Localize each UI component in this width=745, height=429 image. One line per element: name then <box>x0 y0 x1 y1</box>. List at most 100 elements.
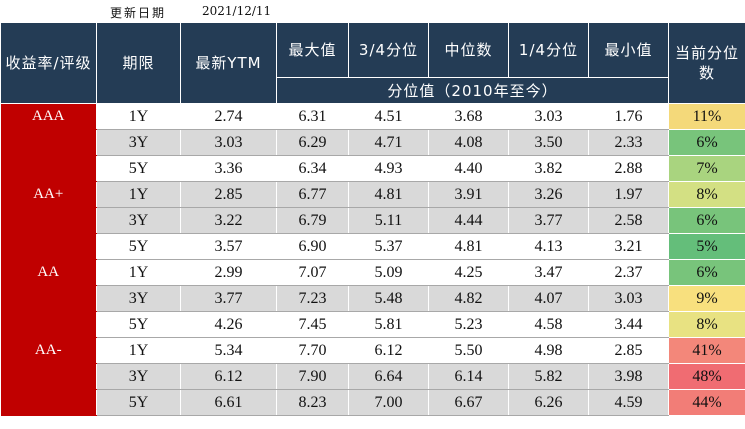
grade-cell <box>0 363 97 390</box>
header-current-percentile: 当前分位数 <box>668 22 745 104</box>
grade-cell <box>0 233 97 260</box>
q1-cell: 4.13 <box>508 233 589 260</box>
update-date-row: 更新日期 2021/12/11 <box>0 0 745 22</box>
max-cell: 6.79 <box>276 207 349 234</box>
table-row: AAA 1Y 2.74 6.31 4.51 3.68 3.03 1.76 11% <box>0 103 745 130</box>
min-cell: 1.76 <box>588 103 669 130</box>
grade-cell: AA- <box>0 337 97 364</box>
table-row: 5Y 6.61 8.23 7.00 6.67 6.26 4.59 44% <box>0 389 745 416</box>
term-cell: 5Y <box>96 233 181 260</box>
min-cell: 2.85 <box>588 337 669 364</box>
header-grade: 收益率/评级 <box>0 22 97 104</box>
median-cell: 3.91 <box>428 181 509 208</box>
header-term: 期限 <box>96 22 181 104</box>
term-cell: 5Y <box>96 311 181 338</box>
current-percentile-cell: 48% <box>668 363 745 390</box>
max-cell: 6.77 <box>276 181 349 208</box>
max-cell: 6.34 <box>276 155 349 182</box>
header-percentile-group: 分位值（2010年至今） <box>276 77 669 104</box>
header-q3: 3/4分位 <box>348 22 429 78</box>
table-body: AAA 1Y 2.74 6.31 4.51 3.68 3.03 1.76 11% 3Y 3.03 6.… <box>0 103 745 416</box>
update-date-label: 更新日期 <box>110 6 167 20</box>
q3-cell: 6.64 <box>348 363 429 390</box>
max-cell: 7.07 <box>276 259 349 286</box>
max-cell: 6.29 <box>276 129 349 156</box>
current-percentile-cell: 7% <box>668 155 745 182</box>
ytm-cell: 3.22 <box>180 207 277 234</box>
grade-cell <box>0 311 97 338</box>
ytm-cell: 3.57 <box>180 233 277 260</box>
current-percentile-cell: 9% <box>668 285 745 312</box>
header-q1: 1/4分位 <box>508 22 589 78</box>
min-cell: 3.98 <box>588 363 669 390</box>
q1-cell: 4.58 <box>508 311 589 338</box>
min-cell: 2.58 <box>588 207 669 234</box>
q3-cell: 5.48 <box>348 285 429 312</box>
min-cell: 2.37 <box>588 259 669 286</box>
term-cell: 3Y <box>96 285 181 312</box>
ytm-cell: 2.99 <box>180 259 277 286</box>
median-cell: 5.23 <box>428 311 509 338</box>
grade-cell <box>0 129 97 156</box>
table-row: 3Y 3.77 7.23 5.48 4.82 4.07 3.03 9% <box>0 285 745 312</box>
current-percentile-cell: 6% <box>668 207 745 234</box>
min-cell: 2.88 <box>588 155 669 182</box>
table-row: 5Y 3.57 6.90 5.37 4.81 4.13 3.21 5% <box>0 233 745 260</box>
ytm-cell: 6.12 <box>180 363 277 390</box>
grade-cell <box>0 389 97 416</box>
q1-cell: 4.98 <box>508 337 589 364</box>
max-cell: 7.45 <box>276 311 349 338</box>
q1-cell: 3.47 <box>508 259 589 286</box>
grade-cell <box>0 207 97 234</box>
table-row: 3Y 6.12 7.90 6.64 6.14 5.82 3.98 48% <box>0 363 745 390</box>
q1-cell: 3.50 <box>508 129 589 156</box>
ytm-cell: 3.77 <box>180 285 277 312</box>
term-cell: 5Y <box>96 389 181 416</box>
q3-cell: 4.93 <box>348 155 429 182</box>
header-max: 最大值 <box>276 22 349 78</box>
current-percentile-cell: 44% <box>668 389 745 416</box>
current-percentile-cell: 41% <box>668 337 745 364</box>
q3-cell: 5.11 <box>348 207 429 234</box>
current-percentile-cell: 6% <box>668 129 745 156</box>
min-cell: 3.21 <box>588 233 669 260</box>
q3-cell: 5.37 <box>348 233 429 260</box>
table-row: 5Y 3.36 6.34 4.93 4.40 3.82 2.88 7% <box>0 155 745 182</box>
min-cell: 4.59 <box>588 389 669 416</box>
ytm-cell: 6.61 <box>180 389 277 416</box>
current-percentile-cell: 11% <box>668 103 745 130</box>
table-row: AA 1Y 2.99 7.07 5.09 4.25 3.47 2.37 6% <box>0 259 745 286</box>
max-cell: 7.90 <box>276 363 349 390</box>
min-cell: 3.03 <box>588 285 669 312</box>
current-percentile-cell: 8% <box>668 311 745 338</box>
max-cell: 6.90 <box>276 233 349 260</box>
header-median: 中位数 <box>428 22 509 78</box>
header-ytm: 最新YTM <box>180 22 277 104</box>
q3-cell: 7.00 <box>348 389 429 416</box>
table-row: 5Y 4.26 7.45 5.81 5.23 4.58 3.44 8% <box>0 311 745 338</box>
yield-percentile-table: 收益率/评级 期限 最新YTM 最大值 3/4分位 中位数 1/4分位 最小值 … <box>0 22 745 416</box>
q1-cell: 4.07 <box>508 285 589 312</box>
term-cell: 1Y <box>96 103 181 130</box>
median-cell: 4.40 <box>428 155 509 182</box>
grade-cell: AA <box>0 259 97 286</box>
max-cell: 7.23 <box>276 285 349 312</box>
current-percentile-cell: 5% <box>668 233 745 260</box>
table-row: 3Y 3.03 6.29 4.71 4.08 3.50 2.33 6% <box>0 129 745 156</box>
q1-cell: 3.77 <box>508 207 589 234</box>
term-cell: 1Y <box>96 259 181 286</box>
term-cell: 5Y <box>96 155 181 182</box>
median-cell: 3.68 <box>428 103 509 130</box>
median-cell: 6.14 <box>428 363 509 390</box>
table-row: 3Y 3.22 6.79 5.11 4.44 3.77 2.58 6% <box>0 207 745 234</box>
q1-cell: 3.03 <box>508 103 589 130</box>
min-cell: 3.44 <box>588 311 669 338</box>
median-cell: 4.08 <box>428 129 509 156</box>
q1-cell: 3.26 <box>508 181 589 208</box>
grade-cell <box>0 285 97 312</box>
ytm-cell: 2.85 <box>180 181 277 208</box>
q3-cell: 6.12 <box>348 337 429 364</box>
ytm-cell: 2.74 <box>180 103 277 130</box>
median-cell: 4.25 <box>428 259 509 286</box>
ytm-cell: 4.26 <box>180 311 277 338</box>
